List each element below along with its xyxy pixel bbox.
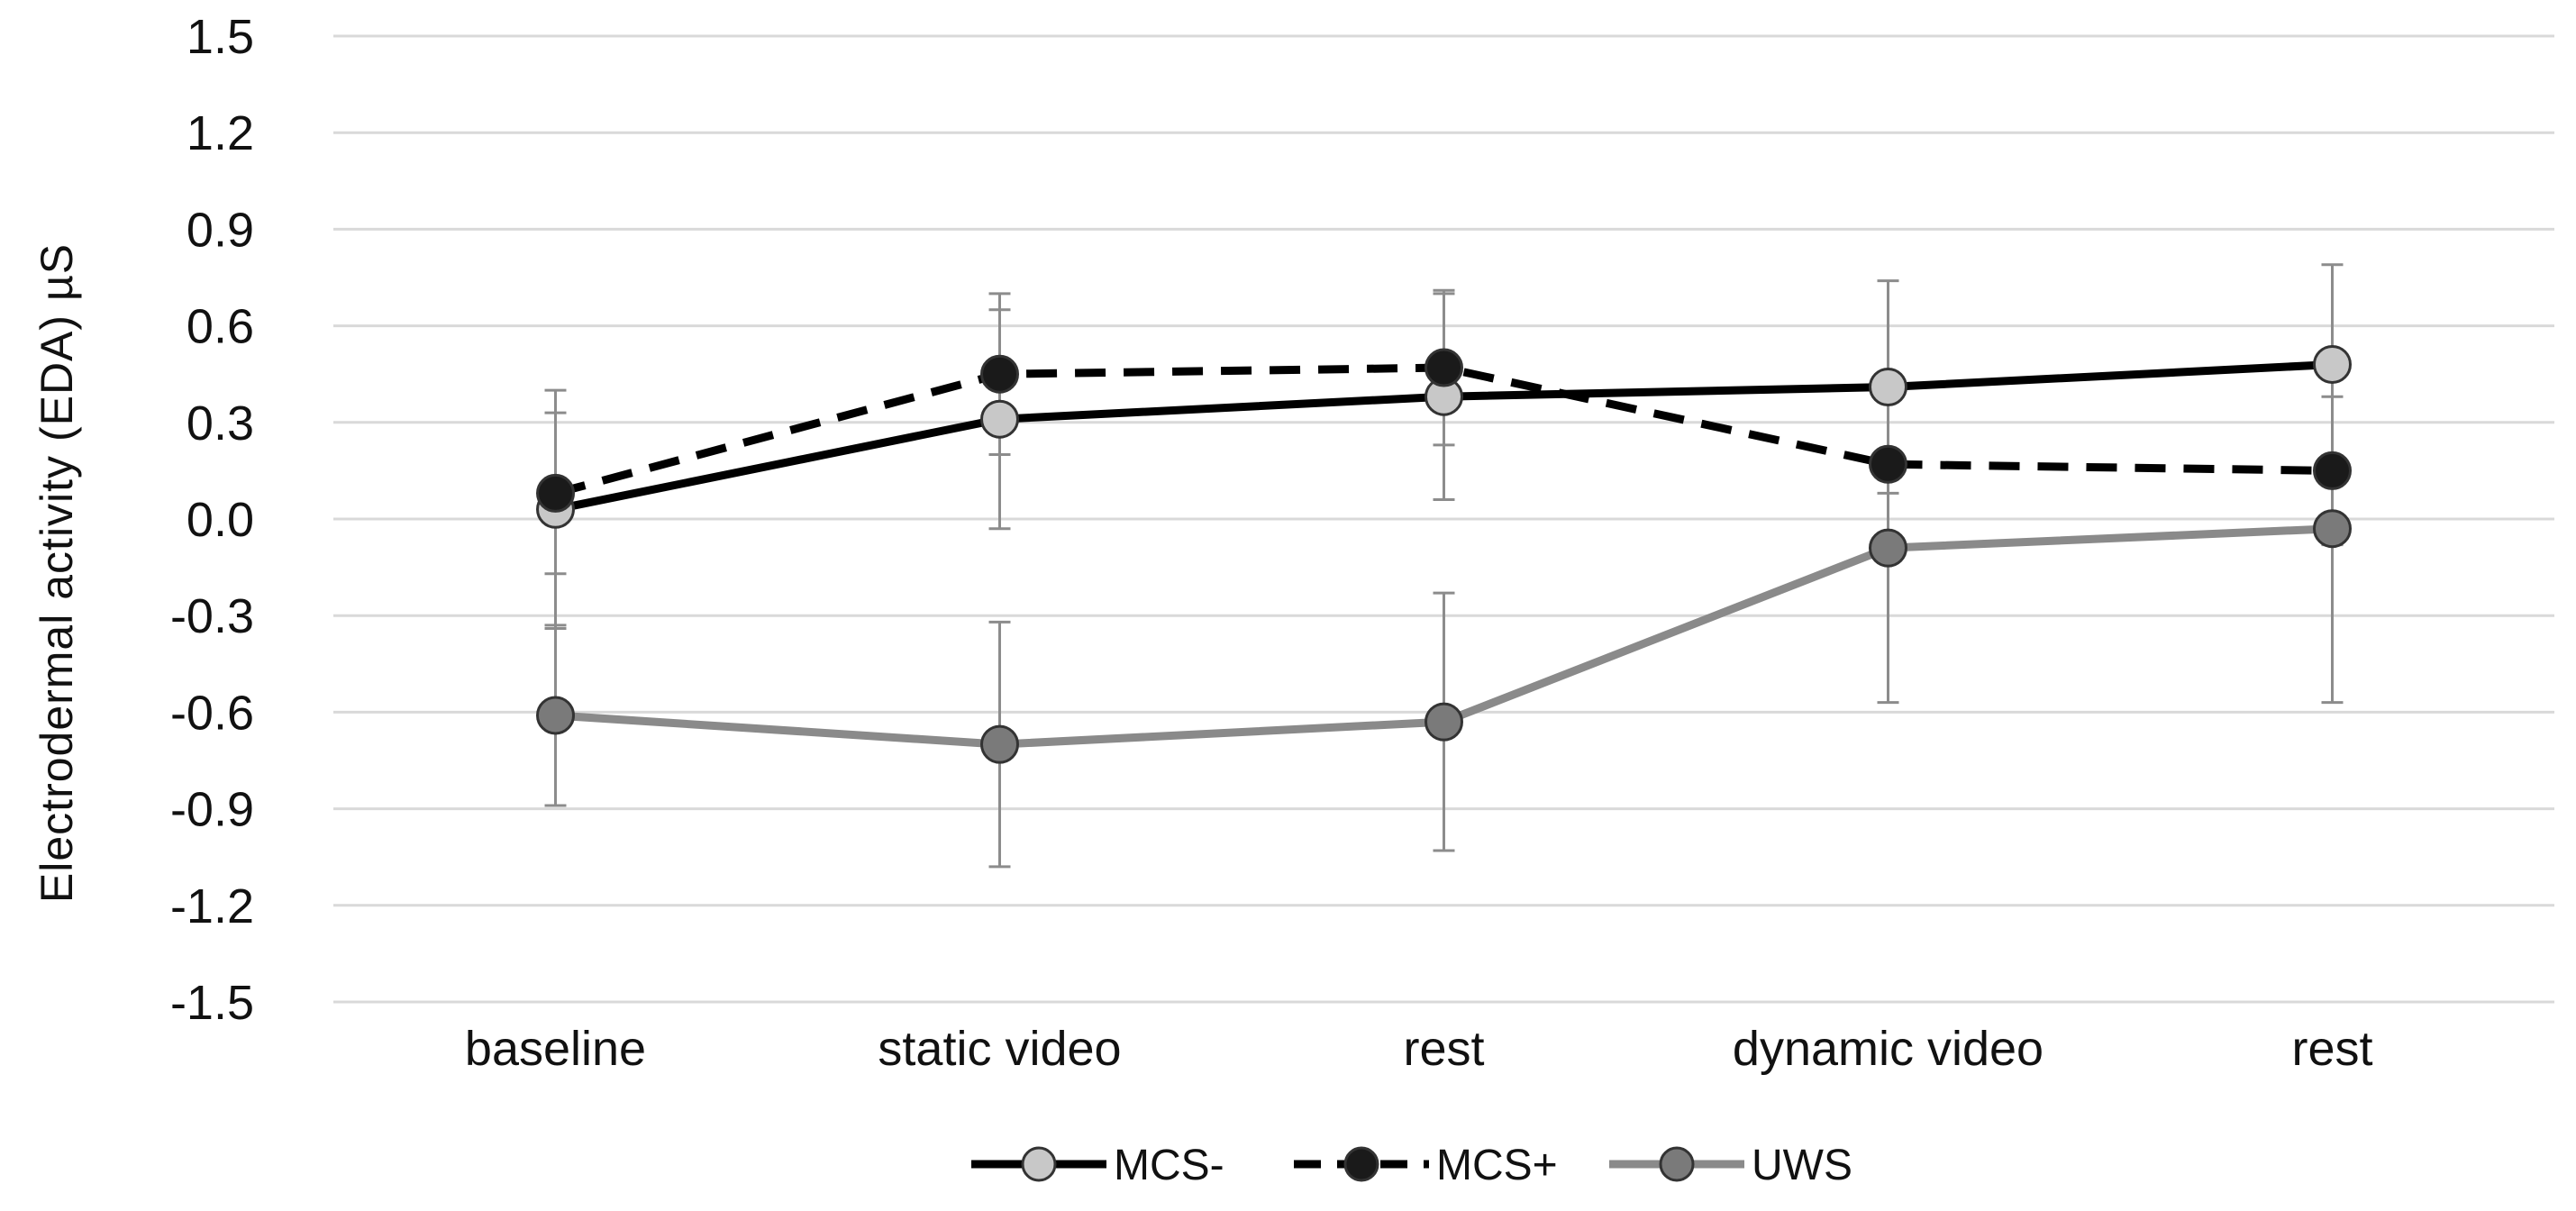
data-point: [980, 399, 1019, 439]
gridlines: [333, 34, 2554, 1004]
x-category-label: rest: [2291, 1022, 2372, 1076]
x-category-label: dynamic video: [1733, 1022, 2044, 1076]
data-point: [1425, 348, 1463, 387]
y-tick-label: 1.2: [187, 106, 254, 160]
y-tick-label: 0.9: [187, 203, 254, 257]
x-category-label: baseline: [465, 1022, 646, 1076]
series-markers: [536, 344, 2352, 764]
y-tick-label: 0.6: [187, 300, 254, 354]
data-point: [1425, 702, 1463, 742]
y-axis-title: Electrodermal activity (EDA) µS: [32, 243, 82, 903]
legend-swatch-marker: [1659, 1146, 1695, 1182]
x-axis-categories: baseline static video rest dynamic video res…: [465, 1022, 2373, 1076]
data-point: [536, 696, 575, 735]
data-point: [980, 354, 1019, 394]
data-point: [2313, 509, 2352, 549]
data-point: [2313, 451, 2352, 490]
y-tick-label: -0.3: [170, 589, 254, 643]
legend-label: MCS+: [1436, 1142, 1558, 1189]
y-tick-label: 0.3: [187, 396, 254, 451]
data-point: [1869, 528, 1907, 568]
legend: MCS- MCS+ UWS: [971, 1142, 1852, 1189]
legend-swatch-marker: [1021, 1146, 1057, 1182]
legend-item: UWS: [1609, 1142, 1852, 1189]
y-tick-label: 1.5: [187, 10, 254, 64]
y-tick-label: -1.2: [170, 879, 254, 933]
data-point: [2313, 344, 2352, 384]
legend-swatch-marker: [1343, 1146, 1379, 1182]
data-point: [1869, 444, 1907, 484]
y-axis-ticks: 1.5 1.2 0.9 0.6 0.3 0.0 -0.3 -0.6 -0.9 -1.2 -1.5: [170, 10, 254, 1030]
x-category-label: rest: [1403, 1022, 1484, 1076]
y-tick-label: 0.0: [187, 493, 254, 547]
data-point: [980, 724, 1019, 764]
x-category-label: static video: [878, 1022, 1121, 1076]
y-tick-label: -1.5: [170, 976, 254, 1030]
y-tick-label: -0.6: [170, 686, 254, 740]
data-point: [536, 473, 575, 513]
legend-label: UWS: [1752, 1142, 1852, 1189]
legend-label: MCS-: [1114, 1142, 1224, 1189]
legend-item: MCS+: [1294, 1142, 1558, 1189]
data-point: [1869, 367, 1907, 406]
legend-item: MCS-: [971, 1142, 1224, 1189]
y-tick-label: -0.9: [170, 783, 254, 837]
